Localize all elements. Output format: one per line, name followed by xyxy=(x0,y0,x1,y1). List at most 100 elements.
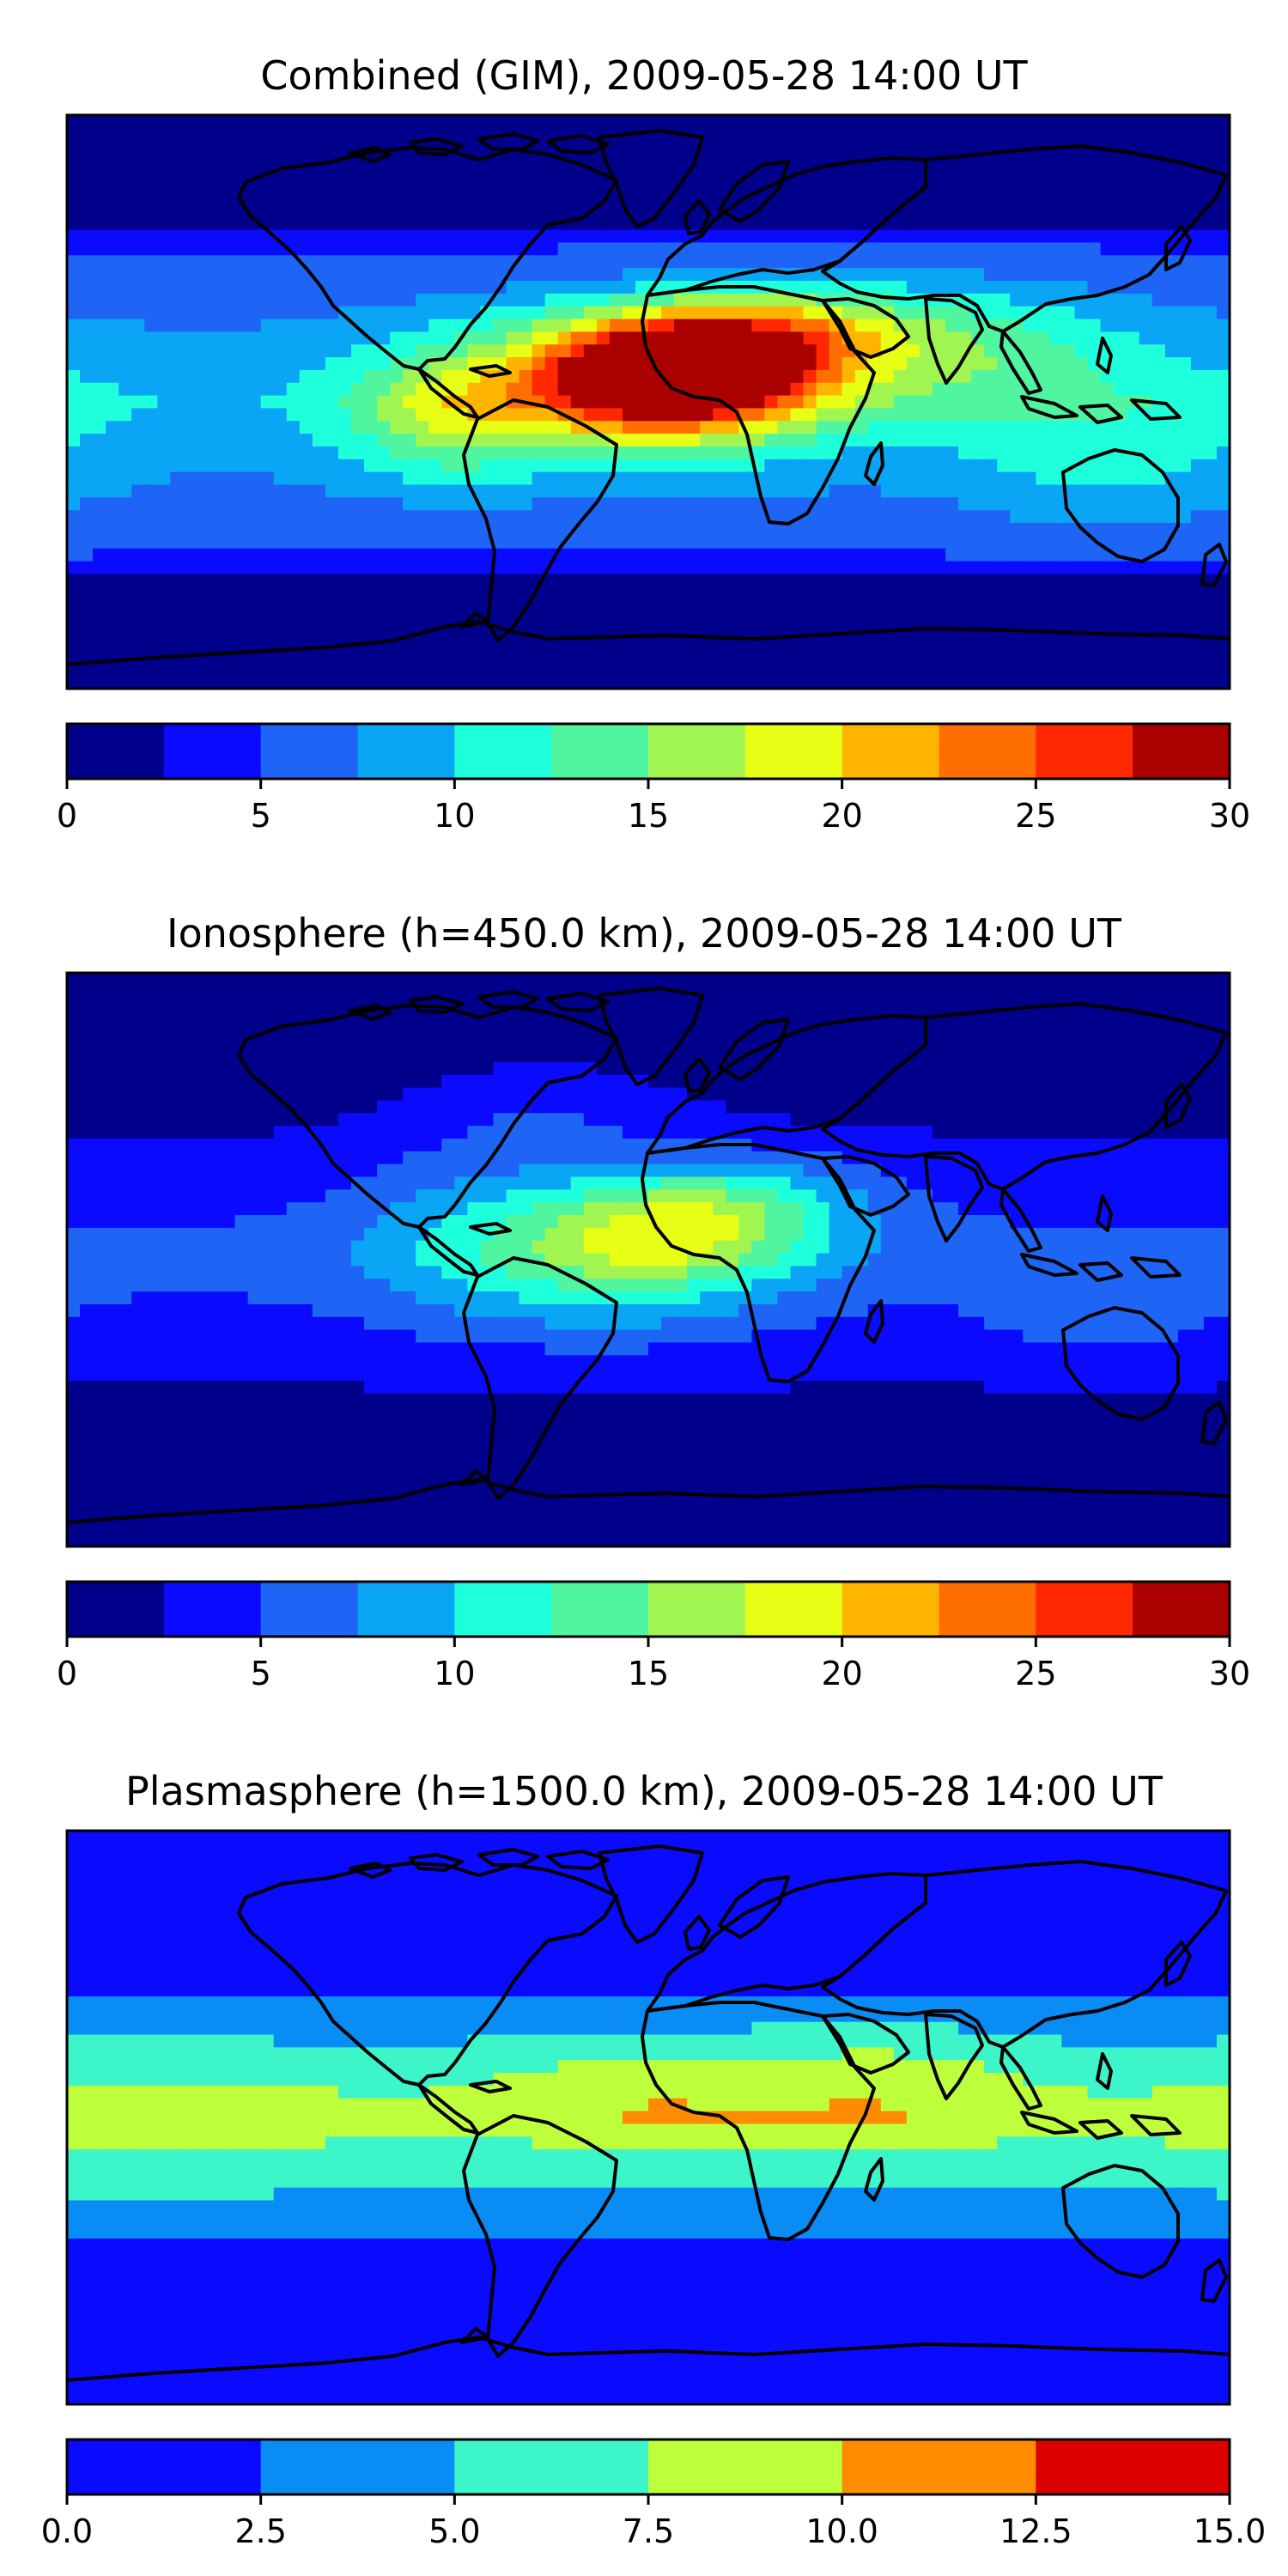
field-cell xyxy=(428,1049,443,1063)
field-cell xyxy=(880,408,895,422)
field-cell xyxy=(454,166,469,180)
colorbar-segment xyxy=(454,724,552,779)
field-cell xyxy=(726,242,740,257)
field-cell xyxy=(493,574,507,588)
field-cell xyxy=(1023,331,1037,345)
field-cell xyxy=(557,611,572,626)
field-cell xyxy=(635,382,649,397)
field-cell xyxy=(790,204,805,218)
field-cell xyxy=(170,586,185,600)
field-cell xyxy=(984,216,998,231)
field-cell xyxy=(958,127,972,142)
field-cell xyxy=(1216,140,1230,155)
field-cell xyxy=(997,306,1012,320)
field-cell xyxy=(738,484,753,499)
field-cell xyxy=(1113,471,1127,486)
field-cell xyxy=(557,319,572,333)
field-cell xyxy=(906,280,920,295)
field-cell xyxy=(932,624,946,639)
field-cell xyxy=(1087,523,1102,537)
field-cell xyxy=(416,115,430,129)
field-cell xyxy=(583,676,598,689)
field-cell xyxy=(93,280,106,295)
field-cell xyxy=(247,1011,262,1025)
field-cell xyxy=(1190,1011,1205,1025)
field-cell xyxy=(544,344,559,358)
field-cell xyxy=(1177,548,1192,562)
field-cell xyxy=(635,115,649,129)
field-cell xyxy=(480,204,495,218)
field-cell xyxy=(144,611,159,626)
field-cell xyxy=(906,574,920,588)
field-cell xyxy=(738,985,753,999)
field-cell xyxy=(880,382,895,397)
field-cell xyxy=(1177,561,1192,575)
field-cell xyxy=(932,280,946,295)
field-cell xyxy=(170,599,185,613)
field-cell xyxy=(997,421,1012,434)
field-cell xyxy=(260,637,275,652)
field-cell xyxy=(170,1061,185,1076)
field-cell xyxy=(829,1036,843,1050)
field-cell xyxy=(1010,421,1024,434)
field-cell xyxy=(1074,434,1089,447)
field-cell xyxy=(403,574,416,588)
field-cell xyxy=(713,459,727,473)
field-cell xyxy=(1190,446,1205,460)
field-cell xyxy=(867,191,882,205)
field-cell xyxy=(687,319,701,333)
field-cell xyxy=(1126,471,1140,486)
field-cell xyxy=(726,306,740,320)
field-cell xyxy=(583,242,598,257)
field-cell xyxy=(984,140,998,155)
field-cell xyxy=(816,421,830,434)
field-cell xyxy=(467,1087,482,1102)
field-cell xyxy=(247,306,262,320)
field-cell xyxy=(1010,242,1024,257)
field-cell xyxy=(854,255,869,269)
field-cell xyxy=(1216,624,1230,639)
field-cell xyxy=(506,459,520,473)
field-cell xyxy=(93,624,106,639)
field-cell xyxy=(854,1074,869,1089)
field-cell xyxy=(480,179,495,192)
field-cell xyxy=(635,574,649,588)
field-cell xyxy=(364,561,378,575)
field-cell xyxy=(674,191,688,205)
field-cell xyxy=(106,624,119,639)
field-cell xyxy=(118,599,133,613)
field-cell xyxy=(93,586,106,600)
field-cell xyxy=(157,153,172,167)
field-cell xyxy=(131,637,146,652)
field-cell xyxy=(273,191,288,205)
field-cell xyxy=(377,319,391,333)
field-cell xyxy=(906,319,920,333)
field-cell xyxy=(222,535,236,550)
field-cell xyxy=(777,624,792,639)
field-cell xyxy=(273,306,288,320)
field-cell xyxy=(790,1049,805,1063)
field-cell xyxy=(234,1087,249,1102)
field-cell xyxy=(532,523,546,537)
field-cell xyxy=(777,408,792,422)
field-cell xyxy=(1203,395,1218,410)
field-cell xyxy=(596,586,611,600)
field-cell xyxy=(726,471,740,486)
field-cell xyxy=(428,574,443,588)
field-cell xyxy=(493,1061,507,1076)
field-cell xyxy=(971,115,985,129)
field-cell xyxy=(1151,497,1166,511)
field-cell xyxy=(286,586,301,600)
field-cell xyxy=(557,382,572,397)
field-cell xyxy=(519,574,533,588)
field-cell xyxy=(325,408,339,422)
field-cell xyxy=(841,382,856,397)
field-cell xyxy=(557,1087,572,1102)
field-cell xyxy=(350,115,365,129)
field-cell xyxy=(971,344,985,358)
field-cell xyxy=(377,663,391,677)
field-cell xyxy=(854,611,869,626)
field-cell xyxy=(364,973,378,987)
field-cell xyxy=(648,998,662,1012)
field-cell xyxy=(441,369,456,384)
